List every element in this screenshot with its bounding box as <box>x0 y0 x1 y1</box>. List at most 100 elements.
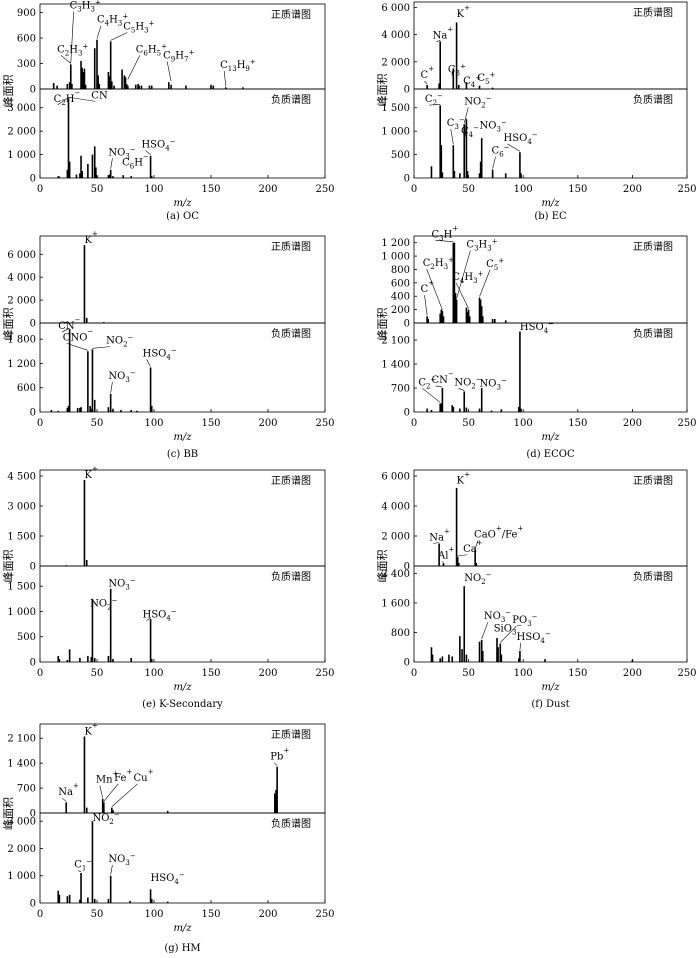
y-axis-label: 峰面积 <box>2 308 15 341</box>
peak-leader-line <box>451 67 454 76</box>
peak-label: C4− <box>461 124 479 139</box>
peak-leader-line <box>110 865 113 875</box>
x-tick-label: 50 <box>91 418 104 429</box>
y-tick-label: 1 000 <box>7 607 36 618</box>
y-tick-label: 1 500 <box>7 582 36 593</box>
y-tick-label: 1 800 <box>7 335 36 346</box>
peak-leader-line <box>96 25 102 39</box>
x-tick-label: 100 <box>514 184 533 195</box>
x-axis-label: m/z <box>541 682 560 693</box>
peak-leader-line <box>500 626 517 643</box>
panel-caption: (f) Dust <box>531 699 569 710</box>
peak-leader-line <box>111 783 138 807</box>
peak-label: C2H3+ <box>423 256 454 271</box>
x-tick-label: 100 <box>144 418 163 429</box>
x-tick-label: 50 <box>91 668 104 679</box>
x-axis-label: m/z <box>541 198 560 209</box>
x-tick-label: 100 <box>514 668 533 679</box>
peak-leader-line <box>436 40 441 42</box>
spectrum-panel-4: 正质谱图 200 400 600 800 1 000 1 200 0 C3H+ C3H3+ C2H3… <box>376 224 697 460</box>
peak-leader-line <box>60 55 71 64</box>
y-axis-label: 峰面积 <box>2 550 15 583</box>
y-tick-label: 2 000 <box>381 532 410 543</box>
peak-label: NO3− <box>108 369 135 384</box>
peak-label: C13H9+ <box>220 58 256 73</box>
panel-caption: (d) ECOC <box>526 449 575 460</box>
y-tick-label-zero: 0 <box>30 319 36 330</box>
peak-label: HSO4− <box>151 871 185 886</box>
y-tick-label: 1 000 <box>381 252 410 263</box>
peak-leader-line <box>110 158 113 169</box>
negative-spectrum-title: 负质谱图 <box>633 570 673 583</box>
peak-leader-line <box>223 70 227 87</box>
negative-plot-frame <box>39 322 326 413</box>
peak-label: C4H3+ <box>452 270 483 285</box>
peak-label: NO2− <box>92 811 119 826</box>
y-tick-label: 500 <box>391 150 410 161</box>
peak-leader-line <box>166 61 172 82</box>
y-tick-label-zero: 0 <box>404 658 410 669</box>
y-tick-label: 1 000 <box>7 871 36 882</box>
panel-caption: (e) K-Secondary <box>142 699 223 710</box>
x-tick-label: 100 <box>144 909 163 920</box>
x-tick-label: 0 <box>411 184 417 195</box>
peak-leader-line <box>99 785 103 798</box>
x-tick-label: 150 <box>201 184 220 195</box>
peak-label: C1− <box>74 858 92 873</box>
peak-label: Ca+ <box>463 539 483 555</box>
x-tick-label: 0 <box>37 184 43 195</box>
peak-label: NO3− <box>108 577 135 592</box>
x-tick-label: 0 <box>37 909 43 920</box>
peak-leader-line <box>274 762 278 766</box>
peak-leader-line <box>69 97 96 102</box>
y-tick-label-zero: 0 <box>404 408 410 419</box>
x-tick-label: 150 <box>568 184 587 195</box>
y-tick-label: 6 000 <box>381 472 410 483</box>
y-tick-label: 1 000 <box>7 150 36 161</box>
peak-leader-line <box>62 797 67 802</box>
y-tick-label: 1 400 <box>381 360 410 371</box>
y-tick-label: 6 000 <box>7 250 36 261</box>
peak-leader-line <box>492 156 496 169</box>
peak-label: C+ <box>421 65 435 81</box>
peak-leader-line <box>78 870 82 873</box>
negative-spectrum-title: 负质谱图 <box>271 570 311 583</box>
y-tick-label: 800 <box>391 265 410 276</box>
y-tick-label: 600 <box>17 383 36 394</box>
x-tick-label: 150 <box>201 909 220 920</box>
y-tick-label: 1 200 <box>381 238 410 249</box>
x-tick-label: 150 <box>568 668 587 679</box>
peak-label: C6− <box>492 144 510 159</box>
panel-caption: (a) OC <box>166 211 199 222</box>
y-tick-label: 600 <box>17 34 36 45</box>
peak-leader-line <box>507 143 521 152</box>
y-tick-label-zero: 0 <box>30 899 36 910</box>
y-axis-label: 峰面积 <box>376 308 389 341</box>
peak-label: NO3− <box>108 852 135 867</box>
x-tick-label: 0 <box>411 668 417 679</box>
y-tick-label: 2 400 <box>381 569 410 580</box>
x-tick-label: 100 <box>144 184 163 195</box>
peak-leader-line <box>456 250 471 299</box>
negative-spectrum-title: 负质谱图 <box>633 93 673 106</box>
y-tick-label-zero: 0 <box>30 85 36 96</box>
peak-leader-line <box>458 388 465 391</box>
peak-label: K+ <box>457 4 470 20</box>
peak-leader-line <box>57 97 69 106</box>
y-axis-label: 峰面积 <box>376 74 389 107</box>
negative-spectrum-title: 负质谱图 <box>271 817 311 830</box>
x-axis-label: m/z <box>173 682 192 693</box>
peak-label: HSO4− <box>143 347 177 362</box>
negative-plot-frame <box>39 88 326 179</box>
peak-label: Pb+ <box>270 747 289 763</box>
y-tick-label-zero: 0 <box>404 174 410 185</box>
peak-label: Cu+ <box>133 768 153 784</box>
peak-label: Na+ <box>433 26 454 42</box>
negative-spectrum-title: 负质谱图 <box>633 327 673 340</box>
y-tick-label: 700 <box>17 784 36 795</box>
x-axis-label: m/z <box>173 198 192 209</box>
